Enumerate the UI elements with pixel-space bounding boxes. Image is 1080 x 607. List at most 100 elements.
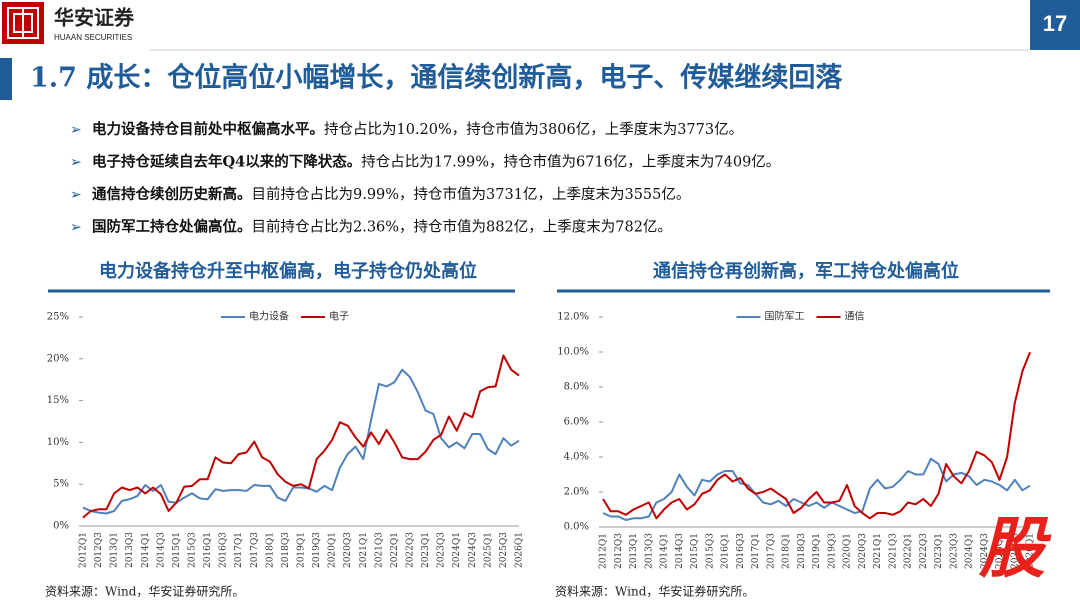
x-tick-label: 2013Q1: [110, 532, 120, 568]
x-tick-label: 2015Q3: [705, 533, 715, 569]
x-tick-label: 2018Q1: [782, 533, 792, 569]
x-tick-label: 2023Q1: [421, 532, 431, 568]
x-tick-label: 2016Q1: [721, 533, 731, 569]
y-tick-label: 25%: [47, 312, 69, 323]
x-tick-label: 2023Q1: [934, 533, 944, 569]
x-tick-label: 2026Q1: [1026, 533, 1036, 569]
page-number: 17: [1043, 11, 1067, 36]
x-tick-label: 2013Q3: [125, 532, 135, 568]
bullet-arrow: ➢: [70, 220, 82, 236]
x-tick-label: 2019Q1: [297, 532, 307, 568]
x-tick-label: 2016Q3: [219, 532, 229, 568]
x-tick-label: 2015Q3: [188, 532, 198, 568]
x-tick-label: 2019Q1: [812, 533, 822, 569]
x-tick-label: 2021Q1: [873, 533, 883, 569]
bullet-arrow: ➢: [70, 187, 82, 203]
source-note: 资料来源：Wind，华安证券研究所。: [555, 584, 754, 599]
legend-label: 通信: [845, 311, 865, 323]
legend-label: 国防军工: [765, 310, 805, 323]
slide-title: 1.7 成长：仓位高位小幅增长，通信续创新高，电子、传媒继续回落: [30, 62, 843, 94]
logo-text: 华安证券: [54, 6, 135, 30]
x-tick-label: 2021Q1: [359, 532, 369, 568]
series-line: [82, 354, 520, 519]
series-line: [602, 457, 1031, 521]
x-tick-label: 2018Q1: [265, 532, 275, 568]
x-tick-label: 2020Q3: [343, 532, 353, 568]
x-tick-label: 2018Q3: [281, 532, 291, 568]
x-tick-label: 2024Q1: [452, 532, 462, 568]
x-tick-label: 2022Q3: [919, 533, 929, 569]
y-tick-label: 4.0%: [564, 452, 589, 463]
x-tick-label: 2012Q1: [599, 533, 609, 569]
bullet: 电力设备持仓目前处中枢偏高水平。持仓占比为10.20%，持仓市值为3806亿，上…: [92, 120, 743, 138]
bullet-arrow: ➢: [70, 122, 82, 138]
x-tick-label: 2023Q3: [949, 533, 959, 569]
x-tick-label: 2017Q3: [250, 532, 260, 568]
x-tick-label: 2019Q3: [312, 532, 322, 568]
x-tick-label: 2017Q1: [234, 532, 244, 568]
y-tick-label: 15%: [47, 395, 69, 406]
bullet-text: 持仓占比为17.99%，持仓市值为6716亿，上季度末为7409亿。: [361, 154, 780, 171]
x-tick-label: 2018Q3: [797, 533, 807, 569]
source-note: 资料来源：Wind，华安证券研究所。: [45, 584, 244, 599]
y-tick-label: 12.0%: [557, 312, 589, 323]
x-tick-label: 2016Q3: [736, 533, 746, 569]
legend-label: 电子: [329, 310, 349, 323]
x-tick-label: 2014Q1: [660, 533, 670, 569]
y-tick-label: 0.0%: [564, 522, 589, 533]
legend-label: 电力设备: [249, 310, 289, 323]
x-tick-label: 2022Q1: [390, 532, 400, 568]
bullet-text: 持仓占比为10.20%，持仓市值为3806亿，上季度末为3773亿。: [324, 121, 743, 138]
x-tick-label: 2013Q1: [629, 533, 639, 569]
x-tick-label: 2022Q1: [904, 533, 914, 569]
chart-title: 电力设备持仓升至中枢偏高，电子持仓仍处高位: [99, 260, 477, 282]
page-number-box: [1030, 0, 1080, 50]
x-tick-label: 2021Q3: [374, 532, 384, 568]
x-tick-label: 2026Q1: [515, 532, 525, 568]
x-tick-label: 2014Q1: [141, 532, 151, 568]
bullet-bold: 国防军工持仓处偏高位。: [92, 218, 252, 236]
x-tick-label: 2024Q3: [468, 532, 478, 568]
x-tick-label: 2012Q1: [79, 532, 89, 568]
y-tick-label: 6.0%: [564, 417, 589, 428]
x-tick-label: 2025Q3: [499, 532, 509, 568]
y-tick-label: 8.0%: [564, 382, 589, 393]
y-tick-label: 10.0%: [557, 347, 589, 358]
x-tick-label: 2014Q3: [156, 532, 166, 568]
y-tick-label: 5%: [53, 479, 69, 490]
x-tick-label: 2012Q3: [94, 532, 104, 568]
x-tick-label: 2015Q1: [690, 533, 700, 569]
x-tick-label: 2019Q3: [827, 533, 837, 569]
x-tick-label: 2017Q3: [766, 533, 776, 569]
y-tick-label: 10%: [47, 437, 69, 448]
bullet-bold: 电子持仓延续自去年Q4以来的下降状态。: [92, 153, 361, 171]
watermark: 股: [978, 510, 1052, 587]
x-tick-label: 2025Q3: [1010, 533, 1020, 569]
bullet-bold: 电力设备持仓目前处中枢偏高水平。: [92, 120, 324, 138]
x-tick-label: 2021Q3: [888, 533, 898, 569]
bullet: 国防军工持仓处偏高位。目前持仓占比为2.36%，持仓市值为882亿，上季度末为7…: [92, 218, 672, 236]
bullet-text: 目前持仓占比为9.99%，持仓市值为3731亿，上季度末为3555亿。: [252, 186, 691, 203]
x-tick-label: 2024Q1: [965, 533, 975, 569]
y-tick-label: 0%: [53, 521, 69, 532]
bullet-bold: 通信持仓续创历史新高。: [92, 185, 252, 203]
x-tick-label: 2025Q1: [995, 533, 1005, 569]
x-tick-label: 2023Q3: [437, 532, 447, 568]
x-tick-label: 2013Q3: [644, 533, 654, 569]
x-tick-label: 2017Q1: [751, 533, 761, 569]
x-tick-label: 2024Q3: [980, 533, 990, 569]
bullet-arrow: ➢: [70, 155, 82, 171]
bullet: 通信持仓续创历史新高。目前持仓占比为9.99%，持仓市值为3731亿，上季度末为…: [92, 185, 690, 203]
y-tick-label: 20%: [47, 353, 69, 364]
x-tick-label: 2020Q1: [843, 533, 853, 569]
x-tick-label: 2016Q1: [203, 532, 213, 568]
x-tick-label: 2012Q3: [614, 533, 624, 569]
title-marker: [0, 58, 12, 100]
x-tick-label: 2015Q1: [172, 532, 182, 568]
bullet-text: 目前持仓占比为2.36%，持仓市值为882亿，上季度末为782亿。: [252, 219, 672, 236]
x-tick-label: 2020Q1: [328, 532, 338, 568]
bullet: 电子持仓延续自去年Q4以来的下降状态。持仓占比为17.99%，持仓市值为6716…: [92, 153, 780, 171]
x-tick-label: 2014Q3: [675, 533, 685, 569]
logo-subtext: HUAAN SECURITIES: [54, 33, 132, 42]
